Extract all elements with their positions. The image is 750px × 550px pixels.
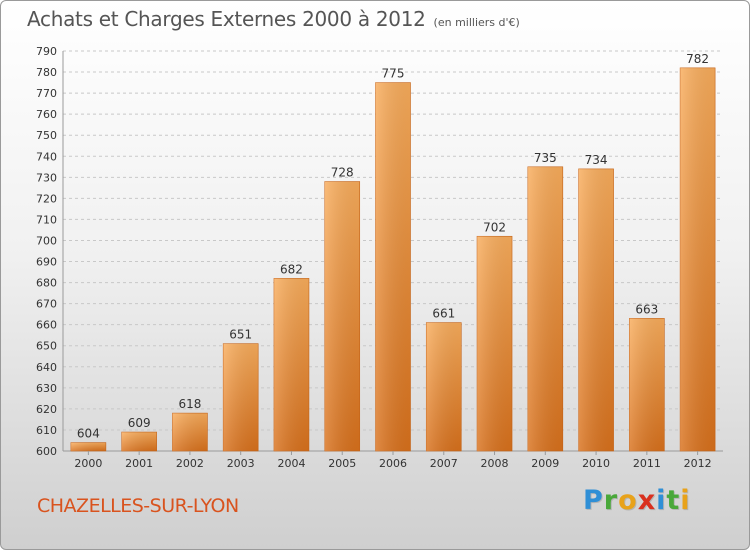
logo-letter: r: [603, 485, 619, 516]
y-tick-label: 600: [36, 445, 57, 458]
data-label: 702: [483, 220, 506, 234]
bar-shine: [629, 318, 665, 451]
x-tick-label: 2008: [481, 457, 509, 470]
data-label: 728: [331, 166, 354, 180]
x-tick-label: 2009: [531, 457, 559, 470]
x-tick-label: 2006: [379, 457, 407, 470]
data-label: 604: [77, 427, 100, 441]
bar-shine: [477, 236, 513, 451]
bar-shine: [324, 181, 360, 452]
y-tick-label: 750: [36, 129, 57, 142]
x-tick-label: 2005: [328, 457, 356, 470]
y-tick-label: 640: [36, 361, 57, 374]
bar-shine: [527, 166, 563, 451]
data-label: 775: [382, 67, 405, 81]
y-tick-label: 610: [36, 424, 57, 437]
bar-shine: [223, 343, 259, 451]
chart-title: Achats et Charges Externes 2000 à 2012 (e…: [27, 7, 520, 31]
data-label: 663: [635, 302, 658, 316]
y-tick-label: 710: [36, 213, 57, 226]
y-tick-label: 730: [36, 171, 57, 184]
x-tick-label: 2001: [125, 457, 153, 470]
data-label: 782: [686, 52, 709, 66]
y-tick-label: 780: [36, 66, 57, 79]
data-label: 734: [585, 153, 608, 167]
bar-shine: [426, 322, 462, 451]
x-tick-label: 2004: [277, 457, 305, 470]
logo-letter: P: [583, 485, 604, 516]
bar-shine: [578, 168, 614, 452]
bar-shine: [680, 67, 716, 451]
y-tick-label: 770: [36, 87, 57, 100]
proxiti-logo: Proxiti: [583, 485, 691, 516]
chart-title-text: Achats et Charges Externes 2000 à 2012: [27, 7, 426, 31]
logo-letter: x: [637, 485, 657, 516]
y-tick-label: 790: [36, 45, 57, 58]
x-tick-label: 2003: [227, 457, 255, 470]
commune-name: CHAZELLES-SUR-LYON: [37, 495, 239, 517]
data-label: 618: [178, 397, 201, 411]
bar-shine: [172, 413, 208, 451]
y-tick-label: 740: [36, 150, 57, 163]
y-tick-label: 760: [36, 108, 57, 121]
x-tick-label: 2000: [74, 457, 102, 470]
y-tick-label: 660: [36, 319, 57, 332]
y-tick-label: 690: [36, 256, 57, 269]
logo-letter: t: [666, 485, 681, 516]
logo-letter: o: [618, 485, 638, 516]
logo-letter: i: [656, 485, 667, 516]
data-label: 609: [128, 416, 151, 430]
y-tick-label: 720: [36, 192, 57, 205]
x-tick-label: 2007: [430, 457, 458, 470]
bar-shine: [273, 278, 309, 451]
x-tick-label: 2002: [176, 457, 204, 470]
bar-shine: [121, 432, 157, 451]
y-tick-label: 670: [36, 298, 57, 311]
y-tick-label: 620: [36, 403, 57, 416]
y-tick-label: 700: [36, 234, 57, 247]
data-label: 682: [280, 262, 303, 276]
data-label: 651: [229, 328, 252, 342]
y-tick-label: 650: [36, 340, 57, 353]
x-tick-label: 2012: [684, 457, 712, 470]
x-tick-label: 2010: [582, 457, 610, 470]
x-tick-label: 2011: [633, 457, 661, 470]
y-tick-label: 680: [36, 277, 57, 290]
chart-unit: (en milliers d'€): [433, 16, 520, 29]
y-tick-label: 630: [36, 382, 57, 395]
bar-shine: [375, 82, 411, 451]
logo-letter: i: [680, 485, 691, 516]
data-label: 735: [534, 151, 557, 165]
bar-shine: [70, 442, 106, 451]
data-label: 661: [432, 307, 455, 321]
bar-chart: 600 610 620 630 640 650 660 670 680 690 700 710 720 7…: [36, 45, 723, 470]
